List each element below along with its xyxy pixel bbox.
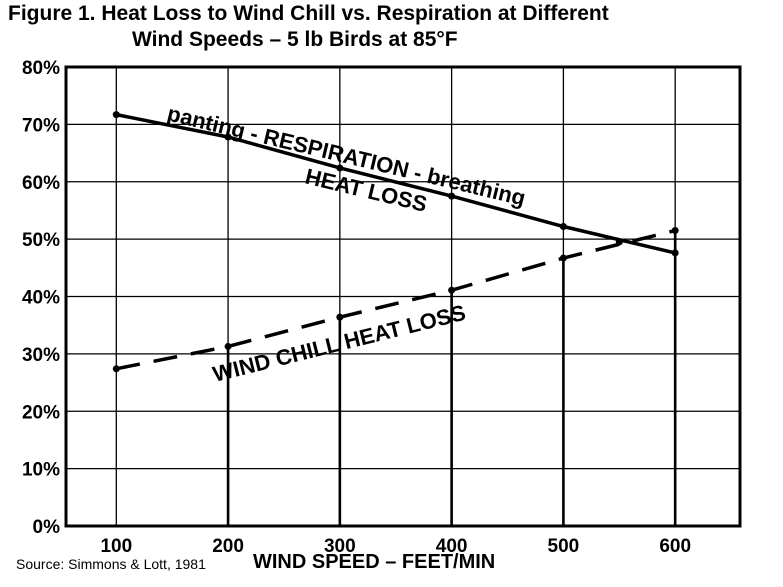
wind-chill-point [559,254,567,262]
respiration-point [112,111,120,119]
wind-chill-point [448,286,456,294]
y-tick-label: 80% [22,58,60,79]
x-tick-label: 100 [100,536,132,557]
tick-labels: 0% 10% 20% 30% 40% 50% 60% 70% 80% 100 200 300 400 50… [22,58,691,557]
series-group [112,111,679,373]
crossover-point [615,238,623,246]
wind-chill-point [336,313,344,321]
chart-title: Figure 1. Heat Loss to Wind Chill vs. Re… [8,2,609,25]
respiration-point [559,223,567,231]
y-tick-label: 10% [22,460,60,481]
y-tick-label: 40% [22,288,60,309]
y-tick-label: 30% [22,345,60,366]
drop-lines [226,230,677,526]
respiration-point [336,164,344,172]
y-tick-label: 0% [33,517,61,538]
y-tick-label: 50% [22,230,60,251]
wind-chill-point [224,342,232,350]
wind-chill-point [671,227,679,235]
respiration-point [448,192,456,200]
grid [66,67,740,526]
x-tick-label: 600 [659,536,691,557]
respiration-line [115,112,676,255]
y-tick-label: 60% [22,173,60,194]
wind-chill-line [115,228,676,371]
y-tick-label: 70% [22,115,60,136]
chart-subtitle: Wind Speeds – 5 lb Birds at 85°F [132,28,458,51]
x-tick-label: 500 [548,536,580,557]
respiration-point [224,133,232,141]
respiration-point [671,249,679,257]
x-tick-label: 300 [324,536,356,557]
wind-chill-point [112,365,120,373]
plot-frame [64,65,742,528]
x-axis-label: WIND SPEED – FEET/MIN [253,551,496,573]
x-tick-label: 200 [212,536,244,557]
y-tick-label: 20% [22,402,60,423]
x-tick-label: 400 [436,536,468,557]
source-note: Source: Simmons & Lott, 1981 [16,556,206,572]
